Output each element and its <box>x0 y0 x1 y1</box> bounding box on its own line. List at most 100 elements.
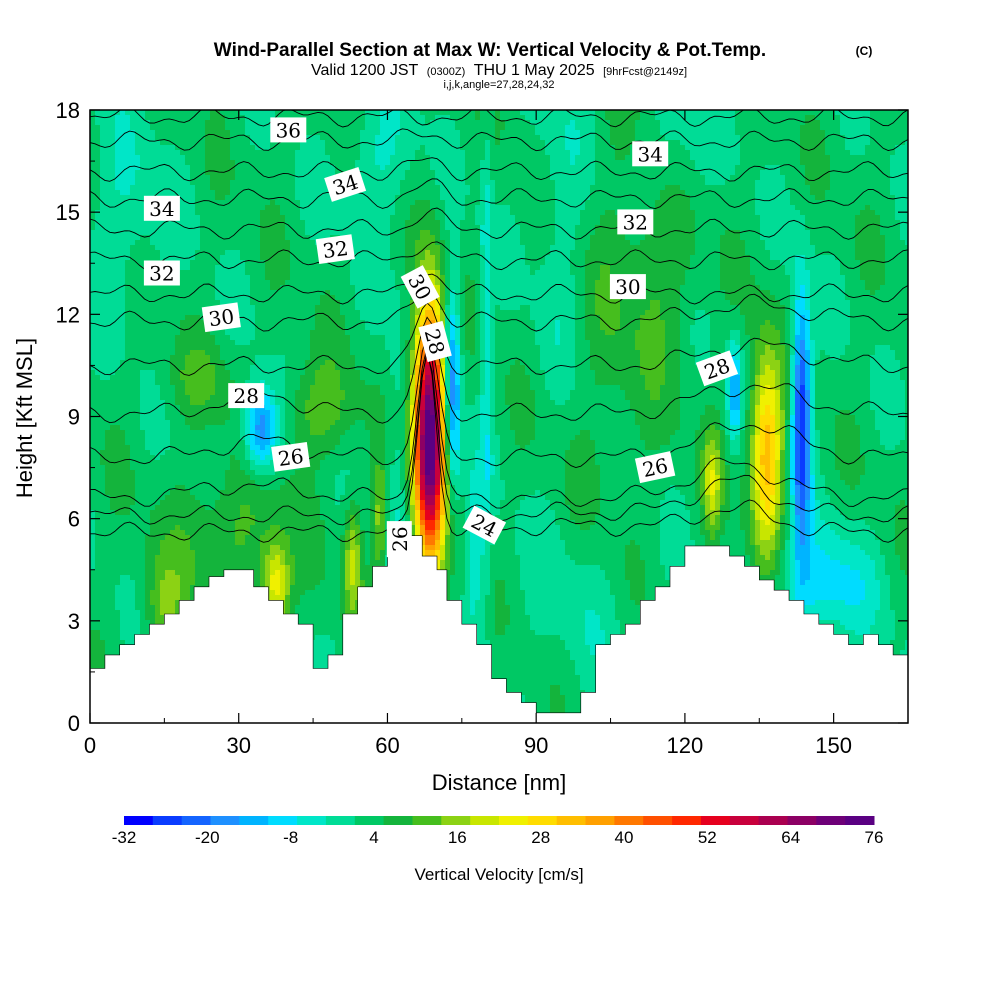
w-cell <box>245 135 251 141</box>
w-cell <box>245 315 251 321</box>
w-cell <box>145 530 151 536</box>
w-cell <box>165 465 171 471</box>
w-cell <box>150 535 156 541</box>
w-cell <box>215 485 221 491</box>
w-cell <box>265 410 271 416</box>
w-cell <box>145 435 151 441</box>
w-cell <box>170 305 176 311</box>
w-cell <box>275 480 281 486</box>
w-cell <box>90 110 96 116</box>
w-cell <box>275 215 281 221</box>
w-cell <box>180 380 186 386</box>
w-cell <box>110 235 116 241</box>
w-cell <box>155 420 161 426</box>
w-cell <box>160 135 166 141</box>
w-cell <box>225 550 231 556</box>
w-cell <box>210 250 216 256</box>
w-cell <box>220 395 226 401</box>
w-cell <box>180 390 186 396</box>
w-cell <box>285 305 291 311</box>
w-cell <box>280 420 286 426</box>
w-cell <box>140 480 146 486</box>
w-cell <box>220 255 226 261</box>
w-cell <box>230 195 236 201</box>
w-cell <box>95 215 101 221</box>
w-cell <box>165 490 171 496</box>
w-cell <box>215 530 221 536</box>
w-cell <box>120 360 126 366</box>
w-cell <box>175 430 181 436</box>
w-cell <box>235 505 241 511</box>
w-cell <box>185 350 191 356</box>
w-cell <box>190 175 196 181</box>
w-cell <box>245 365 251 371</box>
w-cell <box>255 300 261 306</box>
w-cell <box>270 190 276 196</box>
w-cell <box>205 175 211 181</box>
w-cell <box>195 195 201 201</box>
w-cell <box>285 295 291 301</box>
w-cell <box>170 420 176 426</box>
w-cell <box>265 395 271 401</box>
w-cell <box>105 445 111 451</box>
w-cell <box>185 345 191 351</box>
w-cell <box>145 380 151 386</box>
w-cell <box>280 485 286 491</box>
w-cell <box>195 360 201 366</box>
w-cell <box>200 490 206 496</box>
w-cell <box>105 115 111 121</box>
w-cell <box>195 290 201 296</box>
w-cell <box>195 415 201 421</box>
w-cell <box>225 170 231 176</box>
w-cell <box>185 110 191 116</box>
w-cell <box>190 305 196 311</box>
w-cell <box>120 510 126 516</box>
w-cell <box>235 265 241 271</box>
w-cell <box>170 560 176 566</box>
w-cell <box>100 445 106 451</box>
w-cell <box>225 435 231 441</box>
w-cell <box>265 150 271 156</box>
w-cell <box>290 385 296 391</box>
w-cell <box>155 560 161 566</box>
w-cell <box>90 545 96 551</box>
w-cell <box>245 555 251 561</box>
w-cell <box>280 555 286 561</box>
w-cell <box>290 300 296 306</box>
w-cell <box>260 465 266 471</box>
w-cell <box>215 425 221 431</box>
w-cell <box>190 360 196 366</box>
w-cell <box>190 515 196 521</box>
w-cell <box>115 620 121 626</box>
w-cell <box>175 390 181 396</box>
w-cell <box>200 440 206 446</box>
w-cell <box>120 185 126 191</box>
w-cell <box>170 325 176 331</box>
w-cell <box>125 525 131 531</box>
w-cell <box>160 170 166 176</box>
w-cell <box>225 500 231 506</box>
w-cell <box>145 515 151 521</box>
w-cell <box>215 200 221 206</box>
w-cell <box>115 215 121 221</box>
w-cell <box>270 520 276 526</box>
w-cell <box>265 330 271 336</box>
w-cell <box>205 330 211 336</box>
w-cell <box>95 275 101 281</box>
w-cell <box>145 575 151 581</box>
w-cell <box>120 290 126 296</box>
w-cell <box>275 295 281 301</box>
w-cell <box>220 245 226 251</box>
w-cell <box>105 175 111 181</box>
w-cell <box>290 425 296 431</box>
w-cell <box>260 540 266 546</box>
w-cell <box>105 190 111 196</box>
w-cell <box>165 285 171 291</box>
w-cell <box>290 240 296 246</box>
w-cell <box>95 665 101 671</box>
w-cell <box>150 310 156 316</box>
w-cell <box>95 345 101 351</box>
w-cell <box>190 385 196 391</box>
w-cell <box>95 395 101 401</box>
w-cell <box>215 125 221 131</box>
